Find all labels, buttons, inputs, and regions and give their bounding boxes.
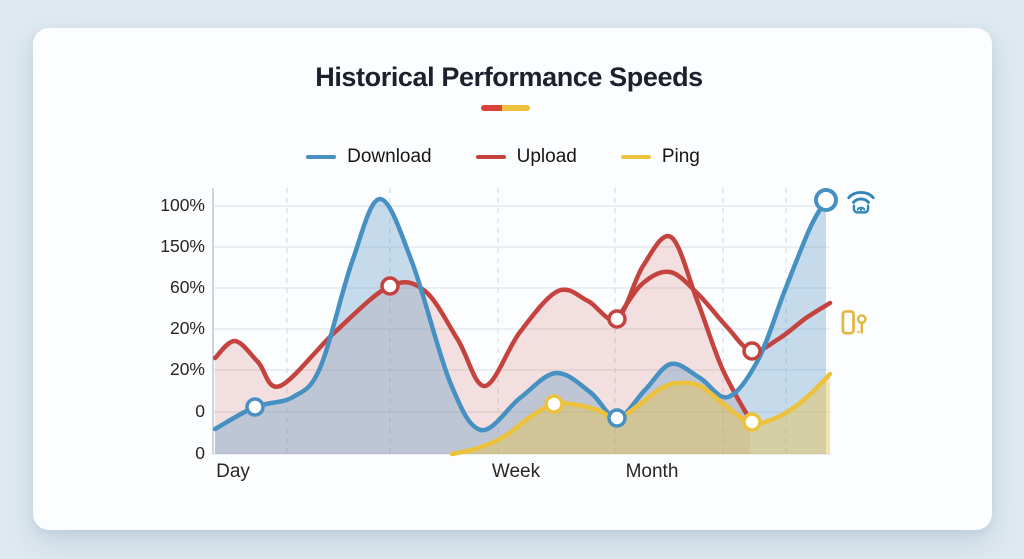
chart-legend: Download Upload Ping [33,146,973,168]
x-tick-label: Month [625,461,679,482]
wifi-icon [844,186,878,217]
x-tick-label: Week [491,461,541,482]
y-tick-label: 100% [160,195,205,215]
y-tick-label: 0 [195,443,205,463]
upload-legend-dash [475,154,506,160]
title-underline [33,105,978,111]
legend-item-download[interactable]: Download [306,146,432,168]
underline-yellow-segment [502,105,530,111]
ping-legend-label: Ping [661,146,700,167]
y-tick-label: 0 [195,401,205,421]
chart-title: Historical Performance Speeds [315,62,703,92]
mobile-device-icon [840,308,869,339]
ping-legend-dash [620,154,651,160]
download-legend-dash [306,154,337,160]
title-underline-pill [481,105,530,111]
x-tick-label: Day [216,461,250,482]
underline-red-segment [481,105,502,111]
y-tick-label: 20% [169,359,205,379]
y-tick-label: 60% [169,277,205,297]
download-legend-label: Download [347,146,432,167]
y-tick-label: 150% [160,236,205,256]
legend-item-ping[interactable]: Ping [620,146,700,168]
legend-item-upload[interactable]: Upload [475,146,577,168]
upload-legend-label: Upload [516,146,577,167]
y-tick-label: 20% [169,318,205,338]
